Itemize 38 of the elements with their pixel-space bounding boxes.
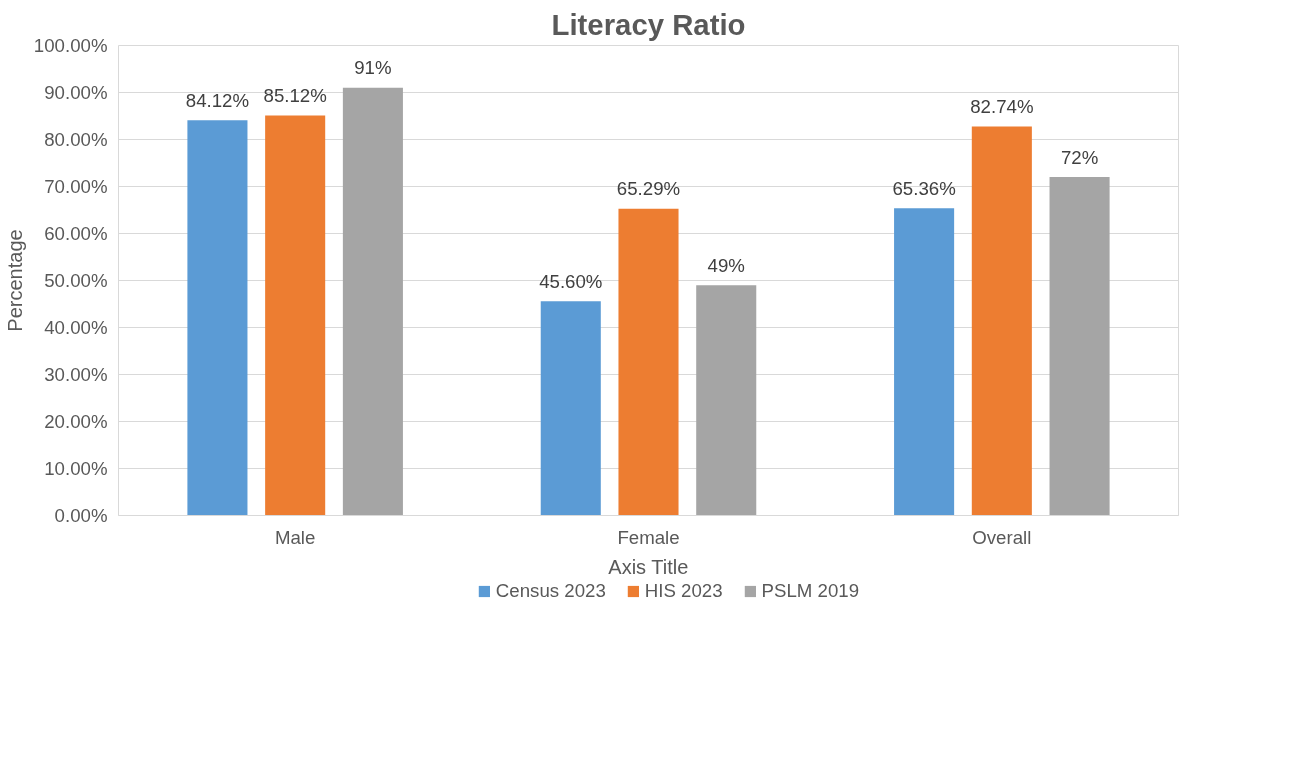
legend-label: Census 2023: [495, 580, 606, 602]
bar: [342, 87, 403, 516]
y-tick-label: 30.00%: [44, 364, 108, 385]
bar: [971, 126, 1032, 516]
bar: [540, 301, 601, 516]
bar: [894, 208, 955, 516]
bar: [265, 115, 326, 516]
y-tick-label: 10.00%: [44, 458, 108, 479]
y-tick-label: 40.00%: [44, 317, 108, 338]
y-tick-label: 80.00%: [44, 129, 108, 150]
data-label: 49%: [707, 254, 745, 276]
data-label: 84.12%: [185, 89, 250, 111]
legend-label: HIS 2023: [644, 580, 723, 602]
data-label: 45.60%: [539, 270, 603, 292]
data-label: 85.12%: [263, 85, 327, 107]
data-label: 82.74%: [970, 96, 1034, 118]
y-tick-label: 20.00%: [44, 411, 108, 432]
bar: [696, 285, 757, 516]
y-tick-label: 90.00%: [44, 82, 108, 103]
x-tick-label: Female: [617, 526, 680, 548]
legend-label: PSLM 2019: [761, 580, 860, 602]
x-tick-label: Overall: [972, 526, 1032, 548]
chart-title: Literacy Ratio: [551, 7, 746, 41]
bar: [187, 120, 248, 516]
data-label: 65.36%: [892, 177, 956, 199]
y-axis-title: Percentage: [3, 229, 26, 332]
data-label: 72%: [1060, 146, 1099, 168]
bar: [1049, 177, 1110, 516]
x-tick-label: Male: [274, 526, 316, 548]
y-tick-label: 50.00%: [44, 270, 108, 291]
bar: [618, 208, 679, 516]
data-label: 91%: [354, 57, 392, 79]
data-label: 65.29%: [616, 178, 681, 200]
y-tick-label: 0.00%: [54, 505, 108, 526]
x-axis-title: Axis Title: [608, 555, 689, 578]
y-tick-label: 70.00%: [44, 176, 108, 197]
y-tick-label: 60.00%: [44, 223, 108, 244]
y-tick-label: 100.00%: [33, 35, 108, 56]
